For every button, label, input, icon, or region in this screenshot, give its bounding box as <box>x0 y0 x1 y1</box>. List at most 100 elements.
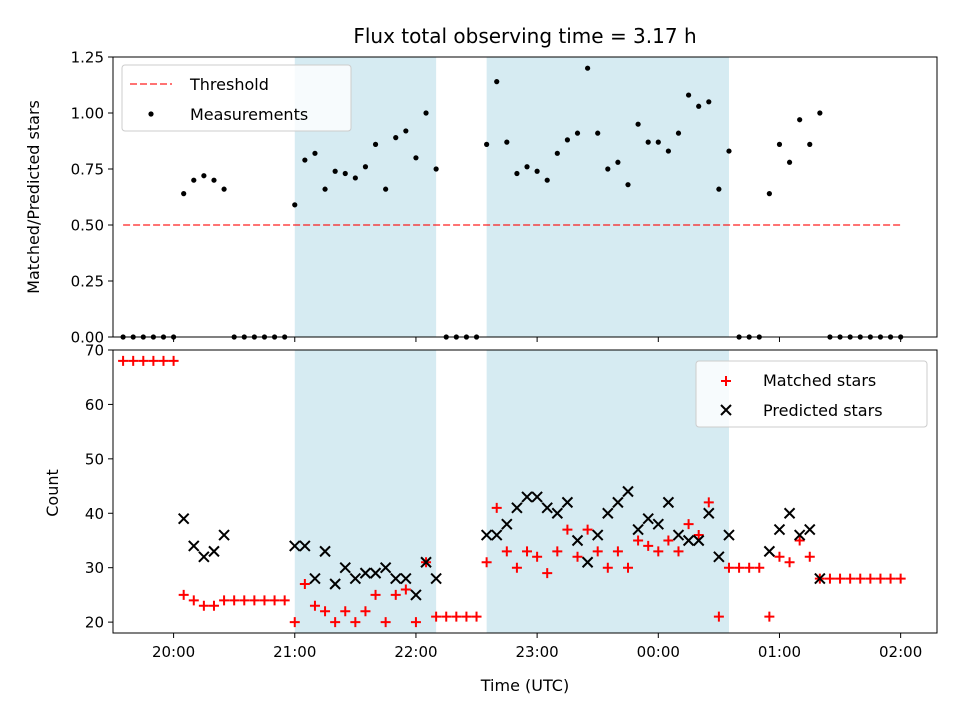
top-legend: Threshold Measurements <box>121 64 352 132</box>
matched-star-point <box>835 573 846 584</box>
predicted-star-point <box>299 540 311 552</box>
matched-star-point <box>734 562 745 573</box>
matched-star-point <box>451 611 462 622</box>
bottom-y-tick-label: 60 <box>85 396 104 414</box>
bottom-panel: 20 30 40 50 60 70 20:00 21:00 22:00 23:00 00:00 01:… <box>85 342 938 661</box>
matched-star-point <box>774 551 785 562</box>
measurement-point <box>514 170 520 177</box>
legend-threshold-label: Threshold <box>189 75 269 94</box>
matched-star-point <box>410 617 421 628</box>
top-legend-frame <box>121 64 352 132</box>
x-tick-label: 22:00 <box>394 643 437 661</box>
legend-predicted-swatch <box>720 404 732 416</box>
measurement-point <box>352 175 358 181</box>
x-tick-label: 21:00 <box>273 643 316 661</box>
matched-star-point <box>350 617 361 628</box>
matched-star-point <box>471 611 482 622</box>
measurement-point <box>807 141 813 147</box>
measurement-point <box>635 121 641 127</box>
predicted-star-point <box>369 567 382 579</box>
matched-star-point <box>592 546 603 557</box>
matched-star-point <box>713 611 724 622</box>
x-tick-label: 23:00 <box>516 643 559 661</box>
matched-star-point <box>118 355 129 366</box>
matched-star-point <box>360 606 371 617</box>
matched-star-point <box>259 595 270 606</box>
matched-star-point <box>895 573 906 584</box>
matched-star-point <box>885 573 896 584</box>
matched-star-point <box>269 595 280 606</box>
measurement-point <box>797 117 803 123</box>
predicted-star-point <box>723 529 735 541</box>
matched-star-point <box>431 611 442 622</box>
measurement-point <box>393 135 399 141</box>
matched-star-point <box>612 546 623 557</box>
matched-star-point <box>633 535 644 546</box>
measurement-point <box>685 92 692 98</box>
matched-star-point <box>330 617 341 628</box>
top-y-tick-label: 0.00 <box>71 329 104 347</box>
matched-star-point <box>441 611 452 622</box>
matched-star-point <box>168 355 179 366</box>
chart-title: Flux total observing time = 3.17 h <box>353 24 696 48</box>
predicted-star-point <box>713 551 725 563</box>
legend-measurements-label: Measurements <box>190 105 308 124</box>
top-y-tick-label: 0.50 <box>71 217 104 235</box>
predicted-star-point <box>198 551 210 563</box>
predicted-star-point <box>329 578 341 590</box>
predicted-star-point <box>672 529 685 541</box>
predicted-star-point <box>804 523 816 536</box>
predicted-star-point <box>662 496 675 509</box>
matched-star-point <box>643 540 654 551</box>
measurement-point <box>817 110 823 116</box>
top-axes-frame <box>112 56 938 338</box>
matched-star-point <box>693 530 704 541</box>
predicted-star-point <box>430 572 442 585</box>
predicted-star-point <box>319 545 331 558</box>
matched-star-point <box>522 546 533 557</box>
measurement-point <box>191 177 197 183</box>
predicted-star-point <box>692 534 705 547</box>
matched-star-point <box>723 562 734 573</box>
predicted-star-point <box>703 507 715 519</box>
top-shaded-interval-1 <box>486 57 729 337</box>
measurement-point <box>383 186 389 192</box>
bottom-legend: Matched stars Predicted stars <box>695 360 928 428</box>
predicted-star-point <box>682 534 695 547</box>
measurement-point <box>181 191 187 197</box>
matched-star-point <box>703 497 714 508</box>
predicted-star-point <box>793 529 806 541</box>
matched-star-point <box>865 573 876 584</box>
matched-star-point <box>804 551 815 562</box>
predicted-star-point <box>602 507 614 519</box>
measurement-point <box>655 139 661 145</box>
x-tick-label: 00:00 <box>637 643 680 661</box>
matched-star-point <box>824 573 835 584</box>
legend-matched-label: Matched stars <box>763 371 876 390</box>
predicted-star-point <box>632 523 644 536</box>
measurement-point <box>342 170 348 177</box>
measurement-point <box>322 186 328 192</box>
predicted-star-point <box>390 572 402 585</box>
matched-star-point <box>582 524 593 535</box>
matched-star-point <box>875 573 886 584</box>
predicted-star-point <box>551 507 564 519</box>
matched-star-point <box>249 595 260 606</box>
matched-star-point <box>602 562 613 573</box>
matched-star-point <box>744 562 755 573</box>
top-y-tick-label: 1.25 <box>71 49 104 67</box>
measurement-point <box>595 130 601 136</box>
matched-star-point <box>309 600 320 611</box>
matched-star-point <box>542 568 553 579</box>
predicted-star-point <box>177 513 190 525</box>
predicted-star-point <box>400 572 412 585</box>
bottom-y-tick-label: 70 <box>85 342 104 360</box>
top-y-tick-label: 0.25 <box>71 273 104 291</box>
measurement-point <box>403 128 409 134</box>
matched-star-point <box>491 502 502 513</box>
matched-star-point <box>198 600 209 611</box>
measurement-point <box>645 139 651 145</box>
matched-star-point <box>501 546 512 557</box>
predicted-star-point <box>379 561 392 574</box>
predicted-star-point <box>309 572 321 585</box>
